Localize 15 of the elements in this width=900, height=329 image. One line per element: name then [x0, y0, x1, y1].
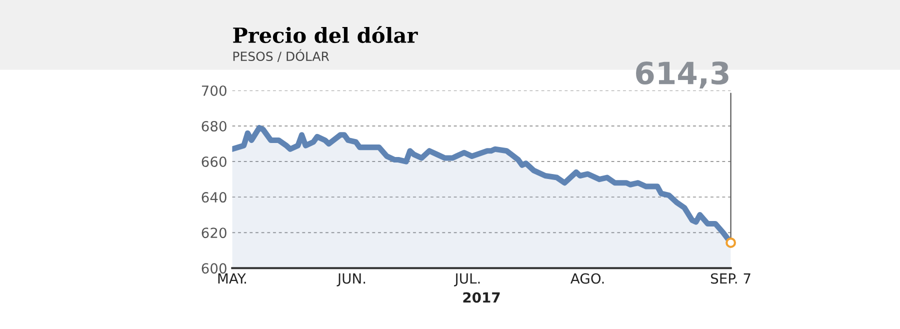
x-tick-label: JUL. [454, 273, 480, 286]
y-tick-label: 620 [202, 228, 226, 238]
annotation: 614,3 [636, 61, 728, 88]
y-tick-label: 660 [202, 156, 226, 168]
y-tick-label: 640 [202, 192, 226, 203]
x-axis-title: 2017 [463, 292, 500, 303]
x-tick-label: SEP. 7 [710, 273, 750, 284]
x-tick-label: AGO. [570, 273, 604, 284]
x-tick-label: MAY. [218, 273, 246, 284]
y-tick-label: 680 [202, 120, 226, 132]
x-tick-label: JUN. [336, 273, 366, 286]
y-tick-label: 600 [202, 263, 226, 274]
chart-subtitle: PESOS / DÓLAR [233, 49, 330, 62]
y-tick-label: 700 [202, 85, 226, 96]
chart-title: Precio del dólar [233, 26, 418, 44]
